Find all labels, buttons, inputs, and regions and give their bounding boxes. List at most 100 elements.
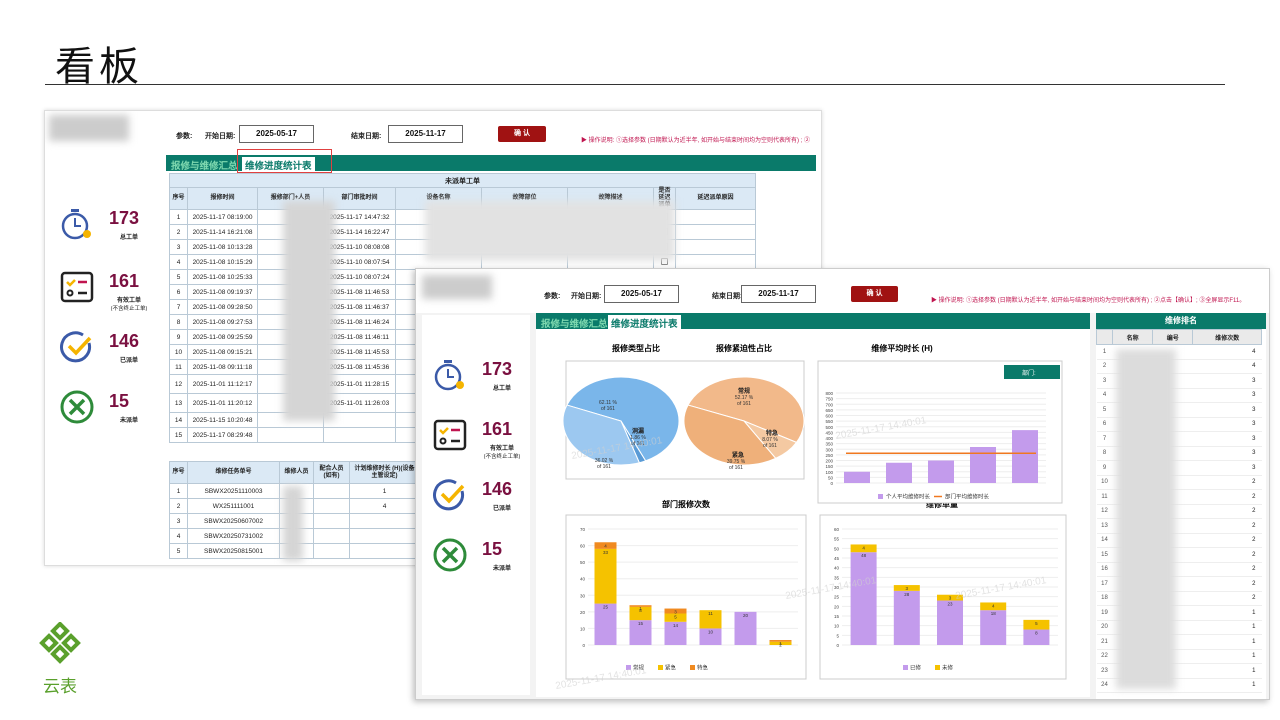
bar-avg-time (970, 447, 996, 483)
stacked-bar-segment (594, 548, 617, 604)
report-time: 2025-11-17 08:19:00 (187, 209, 258, 225)
bar-data-label: 10 (708, 629, 714, 634)
company-logo: 云表 (34, 621, 86, 698)
report-time: 2025-11-14 16:21:08 (187, 224, 258, 240)
row-index: 10 (169, 344, 188, 360)
rank-count: 4 (1192, 344, 1262, 360)
kpi-undispatched-value: 15 (109, 391, 130, 411)
operation-note: ▶ 操作说明: ①选择参数 (日期默认为近半年, 如开始与结束时间均为空则代表所… (931, 298, 1246, 304)
end-date-input[interactable]: 2025-11-17 (388, 125, 463, 143)
tab-summary[interactable]: 报修与维修汇总 (171, 161, 238, 172)
kpi-valid: 161 有效工单 (不含终止工单) (49, 269, 169, 329)
end-date-input[interactable]: 2025-11-17 (741, 285, 816, 303)
legend-label: 个人平均维修时长 (886, 493, 931, 501)
rank-index: 9 (1096, 460, 1113, 476)
stacked-bar-segment (937, 600, 963, 645)
table1-header: 序号 (169, 187, 188, 210)
bar-data-label: 3 (906, 586, 909, 591)
y-tick-label: 10 (580, 626, 586, 631)
plan-hours: 4 (349, 498, 420, 514)
y-tick-label: 800 (825, 391, 833, 396)
kpi-undispatched: 15 未派单 (422, 537, 542, 597)
kpi-undispatched-label: 未派单 (492, 566, 511, 572)
rank-count: 1 (1192, 663, 1262, 679)
legend-label: 紧急 (665, 664, 677, 672)
rank-index: 6 (1096, 417, 1113, 432)
row-index: 6 (169, 284, 188, 300)
rank-count: 3 (1192, 446, 1262, 461)
row-index: 11 (169, 359, 188, 375)
kpi-total-value: 173 (109, 208, 140, 228)
start-date-label: 开始日期: (571, 293, 602, 300)
report-time: 2025-11-08 09:27:53 (187, 314, 258, 330)
stacked-bar-segment (734, 611, 757, 645)
bar-data-label: 14 (673, 623, 679, 628)
assist-person (313, 498, 350, 514)
task-number: SBWX20250731002 (187, 528, 280, 544)
delay-reason[interactable] (675, 239, 756, 255)
y-tick-label: 150 (825, 464, 833, 469)
pie-data-label: of 161 (729, 465, 743, 471)
report-time: 2025-11-08 09:11:18 (187, 359, 258, 375)
y-tick-label: 35 (834, 575, 840, 580)
row-index: 3 (169, 239, 188, 255)
task-number: SBWX20251110003 (187, 483, 280, 499)
report-time: 2025-11-08 10:25:33 (187, 269, 258, 285)
confirm-button[interactable]: 确 认 (498, 126, 546, 142)
stacked-bar-segment (893, 585, 920, 591)
rank-index: 13 (1096, 518, 1113, 534)
params-label: 参数: (176, 133, 193, 140)
assist-person (313, 528, 350, 544)
tab-progress[interactable]: 维修进度统计表 (608, 315, 681, 330)
highlight-box (237, 149, 332, 173)
row-index: 3 (169, 513, 188, 529)
start-date-input[interactable]: 2025-05-17 (604, 285, 679, 303)
y-tick-label: 25 (834, 595, 840, 600)
pie-data-label: of 161 (631, 441, 645, 447)
rank-panel: 维修排名 名称 编号 维修次数 1 4 2 4 3 3 4 3 5 3 6 3 7 3 8 3 9 3 10 2 11 2 12… (1096, 313, 1266, 699)
start-date-input[interactable]: 2025-05-17 (239, 125, 314, 143)
row-index: 8 (169, 314, 188, 330)
kpi-dispatched-label: 已派单 (492, 506, 511, 512)
bar-data-label: 8 (1035, 631, 1038, 636)
chart-title: 维修单量 (926, 499, 958, 509)
bar-data-label: 2 (779, 643, 782, 648)
y-tick-label: 20 (834, 604, 840, 609)
rank-header: 维修次数 (1192, 329, 1262, 345)
rank-index: 16 (1096, 562, 1113, 577)
table1-header: 部门审批时间 (323, 187, 396, 210)
kpi-total-label: 总工单 (119, 235, 138, 241)
rank-index: 1 (1096, 344, 1113, 360)
rank-count: 2 (1192, 475, 1262, 490)
legend-label: 特急 (697, 664, 709, 672)
y-tick-label: 60 (834, 527, 840, 532)
bar-data-label: 11 (708, 611, 713, 616)
pie-slice (683, 404, 777, 466)
checklist-icon (433, 419, 467, 451)
tab-progress[interactable]: 维修进度统计表 (242, 157, 315, 172)
pie-category-label: 常规 (738, 387, 750, 395)
rank-count: 2 (1192, 576, 1262, 592)
dept-filter-label: 部门: (1022, 369, 1036, 377)
y-tick-label: 550 (825, 419, 833, 424)
y-tick-label: 300 (825, 447, 833, 452)
rank-count: 3 (1192, 417, 1262, 432)
confirm-button[interactable]: 确 认 (851, 286, 898, 302)
tab-summary[interactable]: 报修与维修汇总 (541, 319, 608, 330)
assist-person (313, 483, 350, 499)
y-tick-label: 50 (834, 546, 840, 551)
row-index: 14 (169, 412, 188, 428)
delay-reason[interactable] (675, 209, 756, 225)
tab-bar: 报修与维修汇总 维修进度统计表 (166, 155, 816, 172)
bar-data-label: 15 (638, 621, 644, 626)
y-tick-label: 15 (834, 614, 840, 619)
report-time: 2025-11-08 09:25:59 (187, 329, 258, 345)
bar-data-label: 25 (603, 605, 609, 610)
stacked-bar-segment (980, 602, 1007, 611)
table2-header: 维修人员 (279, 461, 314, 484)
rank-index: 20 (1096, 620, 1113, 635)
rank-count: 1 (1192, 605, 1262, 621)
delay-reason[interactable] (675, 224, 756, 240)
y-tick-label: 30 (834, 585, 840, 590)
row-index: 2 (169, 498, 188, 514)
